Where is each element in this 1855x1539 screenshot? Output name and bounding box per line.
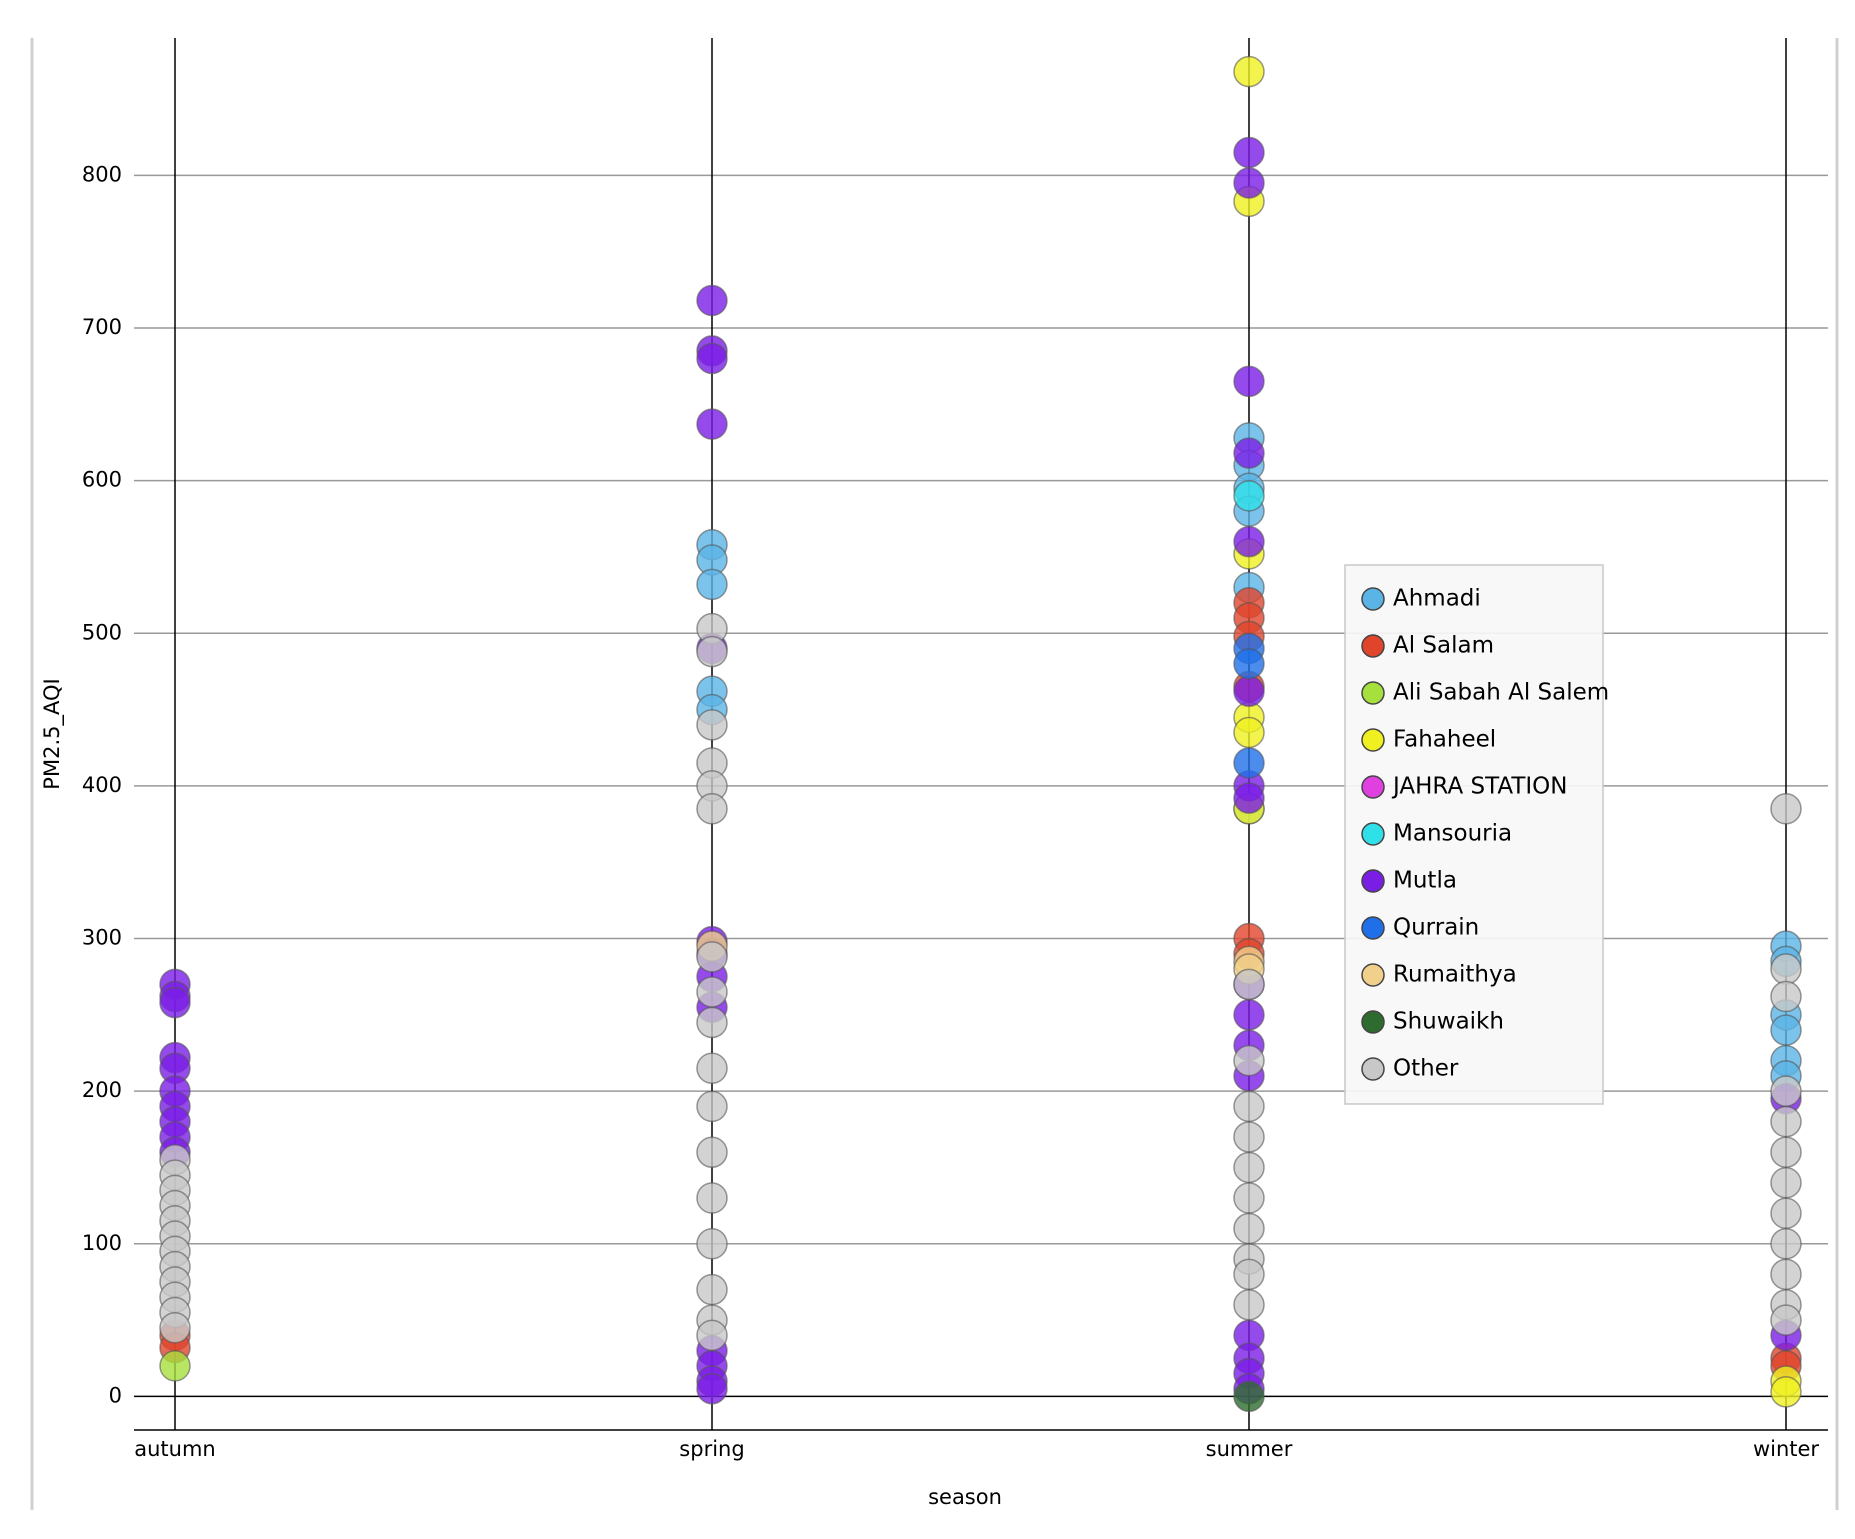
point: [1233, 1044, 1265, 1077]
point: [696, 635, 728, 668]
point: [159, 1350, 191, 1382]
point: [696, 1228, 728, 1260]
point: [1233, 437, 1265, 469]
legend-marker: [1361, 681, 1385, 705]
point: [159, 986, 191, 1019]
points: [159, 55, 1802, 1413]
point: [1770, 1075, 1802, 1107]
legend-marker: [1361, 822, 1385, 846]
point: [696, 976, 728, 1008]
point: [696, 709, 728, 741]
point: [696, 1136, 728, 1168]
point: [1233, 968, 1265, 1001]
point: [1233, 55, 1265, 88]
point: [1770, 1258, 1802, 1291]
legend-marker: [1361, 775, 1385, 799]
legend-marker: [1361, 869, 1385, 893]
point: [1770, 953, 1802, 985]
point: [1770, 1105, 1802, 1138]
legend-label: Mutla: [1393, 868, 1457, 894]
point: [1770, 1166, 1802, 1199]
point: [1233, 1212, 1265, 1245]
y-tick-label: 700: [82, 315, 122, 339]
point: [1233, 167, 1265, 199]
point: [1770, 1228, 1802, 1260]
legend-label: Qurrain: [1393, 915, 1479, 941]
point: [696, 1052, 728, 1085]
point: [1770, 1136, 1802, 1168]
y-tick-label: 100: [82, 1231, 122, 1255]
point: [1233, 716, 1265, 749]
point: [1233, 747, 1265, 779]
legend-label: Mansouria: [1393, 821, 1512, 847]
x-tick-label: summer: [1206, 1437, 1293, 1461]
point: [1233, 1380, 1265, 1413]
legend-label: Rumaithya: [1393, 962, 1517, 988]
point: [1233, 365, 1265, 398]
legend-label: JAHRA STATION: [1391, 774, 1567, 800]
point: [696, 1090, 728, 1123]
point: [1233, 1258, 1265, 1291]
point: [696, 1182, 728, 1214]
point: [696, 408, 728, 440]
point: [1770, 1014, 1802, 1046]
y-tick-label: 300: [82, 926, 122, 950]
y-tick-label: 200: [82, 1078, 122, 1102]
legend-marker: [1361, 1010, 1385, 1034]
point: [696, 1319, 728, 1352]
y-tick-label: 600: [82, 468, 122, 492]
y-tick-label: 800: [82, 162, 122, 186]
point: [1233, 1121, 1265, 1153]
point: [696, 342, 728, 375]
point: [159, 1311, 191, 1344]
point: [696, 1273, 728, 1306]
point: [1770, 980, 1802, 1013]
point: [696, 284, 728, 317]
y-tick-label: 500: [82, 620, 122, 644]
legend-marker: [1361, 1057, 1385, 1081]
legend-label: Ali Sabah Al Salem: [1393, 680, 1609, 706]
point: [1233, 525, 1265, 558]
point: [1233, 1151, 1265, 1184]
point: [696, 1006, 728, 1039]
point: [1770, 793, 1802, 825]
x-tick-label: spring: [679, 1437, 744, 1461]
point: [696, 793, 728, 825]
point: [1233, 782, 1265, 814]
y-tick-label: 0: [109, 1383, 122, 1407]
x-axis-label: season: [928, 1485, 1002, 1509]
x-tick-label: autumn: [134, 1437, 216, 1461]
point: [1233, 675, 1265, 708]
y-axis-label: PM2.5_AQI: [40, 678, 65, 789]
y-tick-label: 400: [82, 773, 122, 797]
legend-box: [1344, 564, 1604, 1105]
legend: Ahmadi Al Salam Ali Sabah Al Salem Fahaheel…: [1344, 564, 1609, 1105]
point: [1233, 648, 1265, 680]
legend-label: Shuwaikh: [1393, 1009, 1504, 1035]
legend-label: Al Salam: [1393, 633, 1494, 659]
point: [1770, 1197, 1802, 1230]
point: [1233, 1289, 1265, 1321]
legend-marker: [1361, 963, 1385, 987]
legend-marker: [1361, 634, 1385, 658]
x-tick-label: winter: [1753, 1437, 1819, 1461]
point: [1770, 1304, 1802, 1336]
legend-marker: [1361, 728, 1385, 752]
legend-label: Other: [1393, 1056, 1459, 1082]
point: [1233, 1182, 1265, 1214]
legend-label: Fahaheel: [1393, 727, 1496, 753]
point: [696, 568, 728, 601]
point: [1770, 1376, 1802, 1408]
point: [1233, 999, 1265, 1031]
legend-marker: [1361, 916, 1385, 940]
point: [1233, 1090, 1265, 1123]
legend-label: Ahmadi: [1393, 586, 1481, 612]
legend-marker: [1361, 587, 1385, 611]
point: [1233, 480, 1265, 512]
point: [1233, 136, 1265, 169]
point: [696, 941, 728, 973]
point: [696, 1373, 728, 1405]
